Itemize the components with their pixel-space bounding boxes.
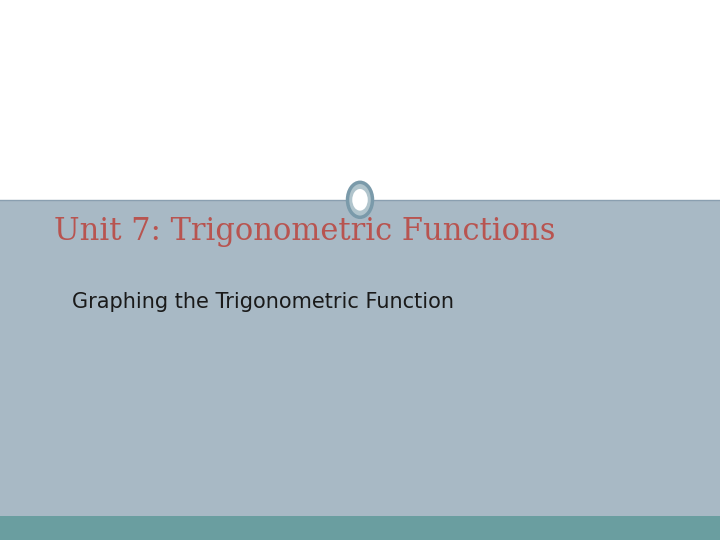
Bar [0, 516, 720, 540]
Ellipse shape [348, 183, 372, 217]
Text: Unit 7: Trigonometric Functions: Unit 7: Trigonometric Functions [54, 216, 556, 247]
Bar [0, 0, 720, 200]
Bar [0, 200, 720, 516]
Text: Graphing the Trigonometric Function: Graphing the Trigonometric Function [72, 292, 454, 312]
Ellipse shape [352, 189, 368, 211]
